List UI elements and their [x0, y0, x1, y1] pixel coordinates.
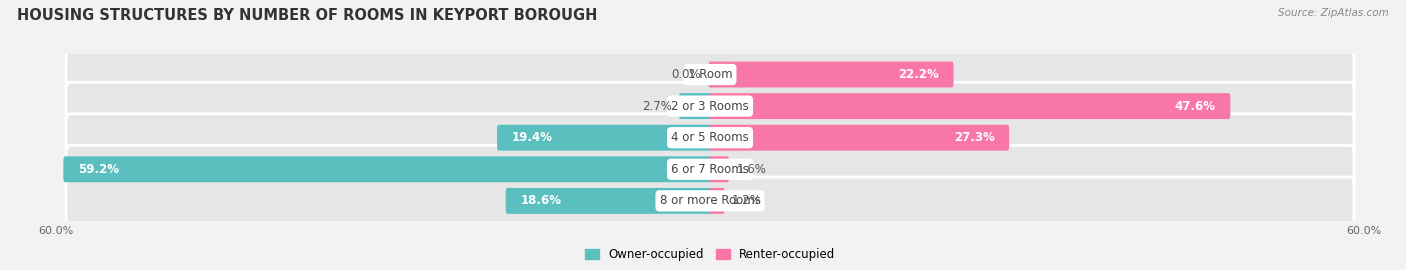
FancyBboxPatch shape: [709, 125, 1010, 151]
Text: 19.4%: 19.4%: [512, 131, 553, 144]
FancyBboxPatch shape: [506, 188, 711, 214]
FancyBboxPatch shape: [496, 125, 711, 151]
FancyBboxPatch shape: [63, 156, 711, 182]
FancyBboxPatch shape: [709, 62, 953, 87]
Text: 18.6%: 18.6%: [520, 194, 561, 207]
Text: 0.0%: 0.0%: [672, 68, 702, 81]
Text: 1.2%: 1.2%: [731, 194, 762, 207]
Legend: Owner-occupied, Renter-occupied: Owner-occupied, Renter-occupied: [579, 243, 841, 266]
FancyBboxPatch shape: [679, 93, 711, 119]
Text: 47.6%: 47.6%: [1174, 100, 1216, 113]
Text: 2.7%: 2.7%: [643, 100, 672, 113]
FancyBboxPatch shape: [66, 146, 1354, 193]
FancyBboxPatch shape: [709, 188, 724, 214]
Text: 1.6%: 1.6%: [737, 163, 766, 176]
Text: 6 or 7 Rooms: 6 or 7 Rooms: [671, 163, 749, 176]
FancyBboxPatch shape: [66, 114, 1354, 161]
Text: 8 or more Rooms: 8 or more Rooms: [659, 194, 761, 207]
Text: 22.2%: 22.2%: [898, 68, 939, 81]
Text: 27.3%: 27.3%: [953, 131, 994, 144]
Text: 1 Room: 1 Room: [688, 68, 733, 81]
Text: HOUSING STRUCTURES BY NUMBER OF ROOMS IN KEYPORT BOROUGH: HOUSING STRUCTURES BY NUMBER OF ROOMS IN…: [17, 8, 598, 23]
FancyBboxPatch shape: [66, 177, 1354, 225]
Text: 2 or 3 Rooms: 2 or 3 Rooms: [671, 100, 749, 113]
Text: 59.2%: 59.2%: [79, 163, 120, 176]
FancyBboxPatch shape: [709, 93, 1230, 119]
Text: 4 or 5 Rooms: 4 or 5 Rooms: [671, 131, 749, 144]
FancyBboxPatch shape: [709, 156, 730, 182]
FancyBboxPatch shape: [66, 51, 1354, 98]
FancyBboxPatch shape: [66, 82, 1354, 130]
Text: Source: ZipAtlas.com: Source: ZipAtlas.com: [1278, 8, 1389, 18]
